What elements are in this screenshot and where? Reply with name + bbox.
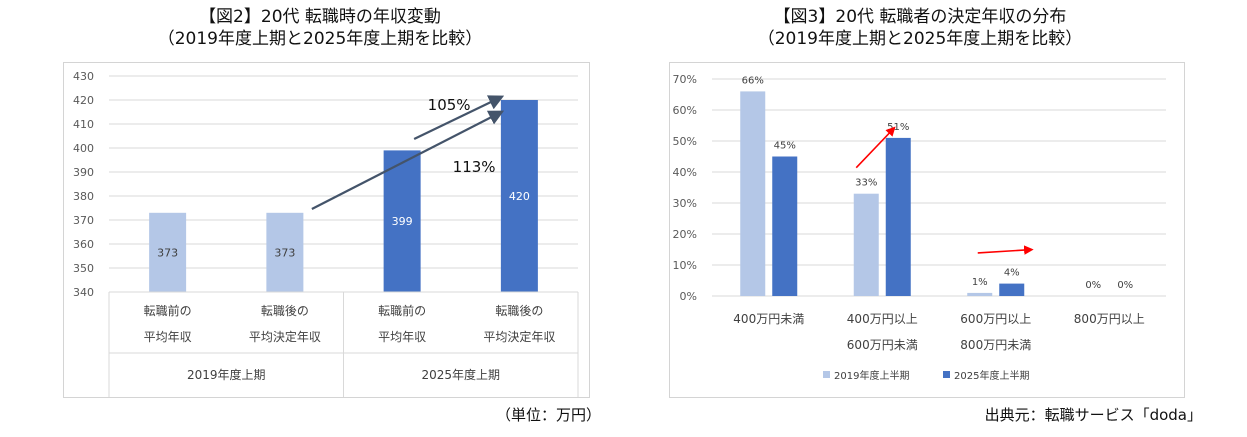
group-label: 2025年度上期 (421, 367, 500, 382)
group-label: 2019年度上期 (187, 367, 266, 382)
growth-label: 113% (453, 158, 496, 176)
chart2-plot: 0% 10% 20% 30% 40% 50% 60% 70% 66% 45% 400万円未満 33% 5… (673, 73, 1166, 382)
y-tick-label: 380 (73, 190, 94, 203)
y-tick-label: 60% (673, 104, 697, 117)
bar-data-label: 0% (1085, 280, 1101, 291)
chart1-frame: 340 350 360 370 380 390 400 410 420 430 373 373 399 4… (63, 62, 590, 398)
y-tick-label: 370 (73, 214, 94, 227)
category-label: 平均年収 (144, 330, 192, 344)
growth-arrow (311, 110, 505, 210)
y-tick-label: 20% (673, 228, 697, 241)
bar (967, 292, 993, 296)
bar-data-label: 399 (392, 215, 413, 228)
y-tick-label: 0% (680, 290, 697, 303)
category-label: 平均年収 (378, 330, 426, 344)
bar (772, 156, 798, 296)
y-tick-label: 350 (73, 262, 94, 275)
bar (885, 137, 911, 296)
y-tick-label: 340 (73, 286, 94, 299)
bar-data-label: 420 (509, 190, 530, 203)
bar-data-label: 51% (887, 122, 909, 133)
y-tick-label: 420 (73, 94, 94, 107)
bar (266, 212, 304, 292)
chart1-unit-note: （単位：万円） (496, 406, 602, 424)
category-label: 600万円未満 (847, 338, 918, 352)
category-label: 転職後の (261, 304, 309, 318)
growth-label: 105% (428, 96, 471, 114)
bar (383, 150, 421, 292)
bar-data-label: 1% (972, 277, 988, 288)
chart1-title-line1: 【図2】20代 転職時の年収変動 (199, 7, 441, 27)
chart2-title: 【図3】20代 転職者の決定年収の分布 （2019年度上期と2025年度上期を比… (660, 6, 1180, 50)
y-tick-label: 410 (73, 118, 94, 131)
y-tick-label: 10% (673, 259, 697, 272)
category-label: 平均決定年収 (249, 329, 321, 344)
category-label: 転職前の (144, 303, 192, 318)
chart1-title: 【図2】20代 転職時の年収変動 （2019年度上期と2025年度上期を比較） (60, 6, 580, 50)
y-tick-label: 430 (73, 70, 94, 83)
y-tick-label: 40% (673, 166, 697, 179)
y-tick-label: 30% (673, 197, 697, 210)
y-tick-label: 70% (673, 73, 697, 86)
growth-arrow (413, 95, 505, 140)
bar (853, 193, 879, 296)
bar (149, 212, 187, 292)
y-tick-label: 390 (73, 166, 94, 179)
category-label: 400万円以上 (847, 312, 918, 326)
category-label: 400万円未満 (733, 312, 804, 326)
category-label: 転職後の (495, 304, 543, 318)
bar (500, 100, 538, 292)
bar-data-label: 4% (1004, 268, 1020, 279)
bar-data-label: 373 (157, 246, 178, 259)
y-tick-label: 50% (673, 135, 697, 148)
legend-label: 2019年度上半期 (834, 369, 909, 382)
legend-label: 2025年度上半期 (954, 369, 1029, 382)
chart2-source-note: 出典元：転職サービス「doda」 (984, 406, 1202, 424)
category-label: 転職前の (378, 303, 426, 318)
bar (999, 283, 1025, 296)
y-tick-label: 400 (73, 142, 94, 155)
category-label: 800万円未満 (960, 338, 1031, 352)
bar-data-label: 373 (274, 246, 295, 259)
y-tick-label: 360 (73, 238, 94, 251)
chart2-title-line1: 【図3】20代 転職者の決定年収の分布 (773, 7, 1067, 27)
trend-arrow (977, 245, 1034, 255)
bar-data-label: 45% (774, 141, 796, 152)
trend-arrow (855, 126, 896, 169)
category-label: 600万円以上 (960, 312, 1031, 326)
bar-data-label: 66% (742, 75, 764, 86)
legend-swatch (943, 371, 950, 378)
chart2-title-line2: （2019年度上期と2025年度上期を比較） (757, 29, 1083, 49)
bar-data-label: 0% (1117, 280, 1133, 291)
bar (740, 91, 766, 297)
chart2-frame: 0% 10% 20% 30% 40% 50% 60% 70% 66% 45% 400万円未満 33% 5… (669, 62, 1185, 398)
legend-swatch (823, 371, 830, 378)
chart1-title-line2: （2019年度上期と2025年度上期を比較） (157, 29, 483, 49)
category-label: 平均決定年収 (483, 329, 555, 344)
chart1-plot: 340 350 360 370 380 390 400 410 420 430 373 373 399 4… (73, 70, 579, 397)
bar-data-label: 33% (855, 178, 877, 189)
category-label: 800万円以上 (1074, 312, 1145, 326)
